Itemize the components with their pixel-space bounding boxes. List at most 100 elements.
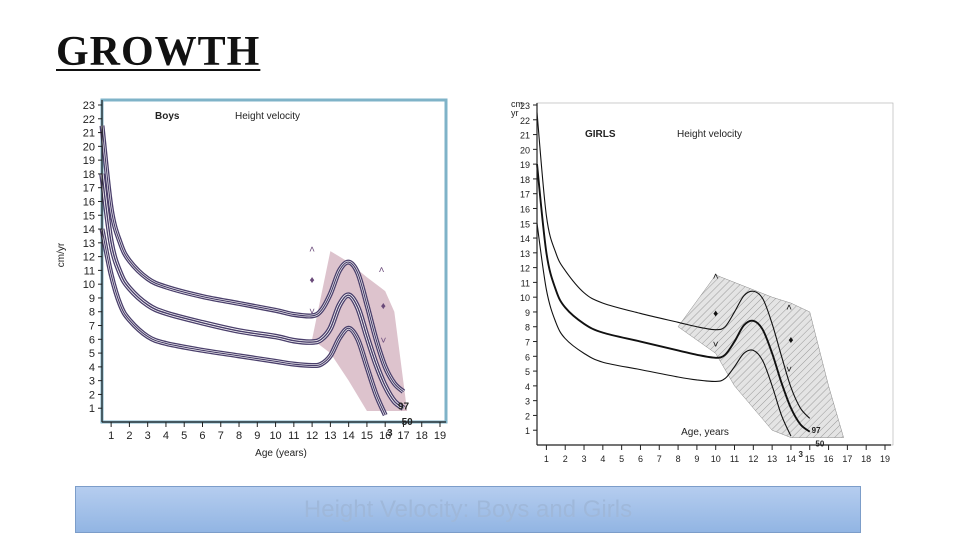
x-tick-label-4: 4 xyxy=(163,430,169,442)
marker-4: ♦ xyxy=(381,301,386,312)
series-line-97 xyxy=(536,112,811,419)
x-tick-label-9: 9 xyxy=(254,430,260,442)
caption-text: Height Velocity: Boys and Girls xyxy=(303,495,633,523)
y-tick-label-20: 20 xyxy=(520,145,530,155)
y-tick-label-5: 5 xyxy=(525,367,530,377)
y-tick-label-21: 21 xyxy=(520,131,530,141)
x-tick-label-11: 11 xyxy=(288,430,299,442)
series-line-3 xyxy=(101,228,386,416)
x-tick-label-18: 18 xyxy=(861,454,871,464)
marker-1: ♦ xyxy=(310,275,315,286)
y-tick-label-17: 17 xyxy=(83,183,95,195)
x-tick-label-2: 2 xyxy=(126,430,132,442)
y-tick-label-12: 12 xyxy=(520,264,530,274)
y-tick-label-8: 8 xyxy=(89,307,95,319)
y-tick-label-7: 7 xyxy=(525,338,530,348)
y-tick-label-4: 4 xyxy=(89,362,95,374)
y-tick-label-23: 23 xyxy=(83,100,95,112)
y-tick-label-11: 11 xyxy=(84,265,95,277)
x-tick-label-3: 3 xyxy=(145,430,151,442)
y-tick-label-6: 6 xyxy=(525,352,530,362)
y-tick-label-10: 10 xyxy=(520,293,530,303)
marker-0: ˄ xyxy=(309,244,315,255)
x-tick-label-5: 5 xyxy=(181,430,187,442)
series-line-97 xyxy=(101,125,404,393)
x-tick-label-6: 6 xyxy=(638,454,643,464)
y-tick-label-10: 10 xyxy=(83,279,95,291)
series-line-3 xyxy=(536,223,792,437)
series-line-50 xyxy=(101,173,404,409)
y-axis-label-1: yr xyxy=(511,108,519,118)
x-tick-label-4: 4 xyxy=(600,454,605,464)
x-tick-label-12: 12 xyxy=(748,454,758,464)
x-tick-label-19: 19 xyxy=(434,430,446,442)
y-tick-label-1: 1 xyxy=(89,403,95,415)
x-tick-label-17: 17 xyxy=(842,454,852,464)
y-tick-label-1: 1 xyxy=(525,426,530,436)
velocity-band xyxy=(677,274,844,438)
chart-subtitle: Height velocity xyxy=(235,111,300,122)
y-tick-label-13: 13 xyxy=(520,249,530,259)
x-tick-label-16: 16 xyxy=(379,430,391,442)
x-tick-label-14: 14 xyxy=(786,454,796,464)
y-tick-label-14: 14 xyxy=(520,234,530,244)
x-tick-label-6: 6 xyxy=(199,430,205,442)
y-tick-label-16: 16 xyxy=(520,204,530,214)
y-tick-label-19: 19 xyxy=(520,160,530,170)
marker-0: ˄ xyxy=(713,271,719,282)
x-tick-label-7: 7 xyxy=(657,454,662,464)
x-tick-label-17: 17 xyxy=(397,430,409,442)
series-line-50 xyxy=(536,164,811,433)
y-tick-label-8: 8 xyxy=(525,323,530,333)
x-tick-label-2: 2 xyxy=(563,454,568,464)
series-label-3: 3 xyxy=(387,428,393,439)
x-tick-label-15: 15 xyxy=(805,454,815,464)
y-tick-label-16: 16 xyxy=(83,196,95,208)
y-tick-label-6: 6 xyxy=(89,334,95,346)
x-tick-label-1: 1 xyxy=(108,430,114,442)
series-label-50: 50 xyxy=(815,439,824,448)
x-tick-label-3: 3 xyxy=(582,454,587,464)
marker-2: ˅ xyxy=(713,339,719,350)
y-tick-label-3: 3 xyxy=(525,397,530,407)
x-tick-label-9: 9 xyxy=(694,454,699,464)
marker-1: ♦ xyxy=(713,308,718,319)
y-tick-label-2: 2 xyxy=(525,411,530,421)
y-tick-label-17: 17 xyxy=(520,190,530,200)
y-tick-label-18: 18 xyxy=(520,175,530,185)
marker-3: ˄ xyxy=(786,302,792,313)
y-axis-label-0: cm xyxy=(511,99,523,109)
x-tick-label-13: 13 xyxy=(324,430,336,442)
x-tick-label-15: 15 xyxy=(361,430,373,442)
y-tick-label-22: 22 xyxy=(520,116,530,126)
y-tick-label-4: 4 xyxy=(525,382,530,392)
x-tick-label-11: 11 xyxy=(730,454,739,464)
x-tick-label-14: 14 xyxy=(343,430,355,442)
caption-box: Height Velocity: Boys and Girls xyxy=(75,486,861,533)
y-tick-label-23: 23 xyxy=(520,101,530,111)
y-tick-label-20: 20 xyxy=(83,141,95,153)
x-tick-label-8: 8 xyxy=(236,430,242,442)
marker-5: ˅ xyxy=(380,335,386,346)
y-tick-label-11: 11 xyxy=(521,278,530,288)
x-tick-label-19: 19 xyxy=(880,454,890,464)
marker-5: ˅ xyxy=(786,365,792,376)
x-tick-label-7: 7 xyxy=(218,430,224,442)
x-tick-label-1: 1 xyxy=(544,454,549,464)
y-tick-label-14: 14 xyxy=(83,224,95,236)
y-tick-label-15: 15 xyxy=(83,210,95,222)
x-tick-label-10: 10 xyxy=(269,430,281,442)
chart-title: Boys xyxy=(155,111,180,122)
x-tick-label-13: 13 xyxy=(767,454,777,464)
marker-2: ˅ xyxy=(309,306,315,317)
series-label-97: 97 xyxy=(812,426,821,435)
y-tick-label-13: 13 xyxy=(83,238,95,250)
x-tick-label-12: 12 xyxy=(306,430,318,442)
x-axis-label: Age (years) xyxy=(255,448,307,459)
y-tick-label-9: 9 xyxy=(525,308,530,318)
x-tick-label-18: 18 xyxy=(416,430,428,442)
y-tick-label-2: 2 xyxy=(89,389,95,401)
y-tick-label-19: 19 xyxy=(83,155,95,167)
y-tick-label-21: 21 xyxy=(83,128,95,140)
